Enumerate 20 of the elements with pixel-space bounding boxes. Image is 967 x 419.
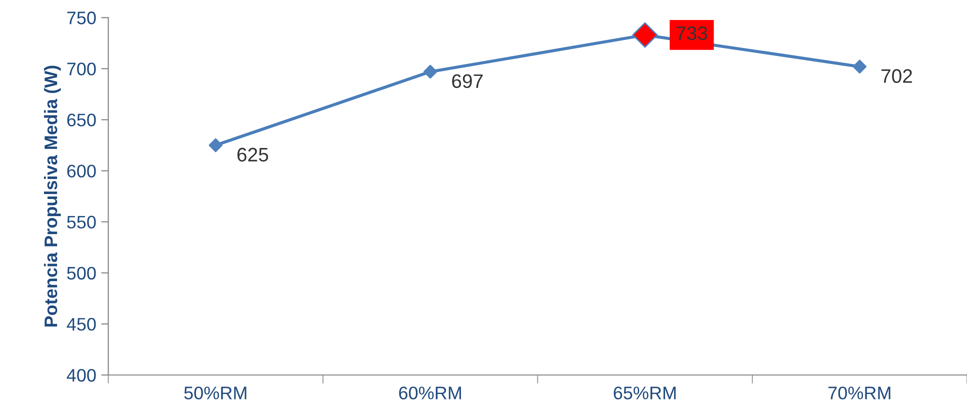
y-axis-title: Potencia Propulsiva Media (W): [44, 66, 61, 327]
data-label: 625: [237, 148, 268, 162]
y-tick-label: 750: [67, 12, 96, 24]
y-tick-label: 500: [67, 266, 96, 280]
point: [208, 138, 223, 152]
x-tick-label: 60%RM: [399, 386, 461, 400]
x-tick-label: 70%RM: [828, 386, 890, 400]
y-tick-label: 550: [67, 216, 96, 229]
y-tick-label: 600: [67, 164, 96, 178]
data-label: 733: [676, 26, 708, 40]
data-label: 702: [881, 69, 912, 83]
x-tick-label: 50%RM: [184, 386, 246, 400]
data-label: 697: [452, 74, 483, 88]
y-tick-label: 400: [66, 368, 96, 382]
y-tick-label: 650: [67, 114, 96, 126]
y-tick-label: 450: [66, 318, 96, 331]
point: [852, 60, 867, 74]
point: [423, 64, 438, 79]
x-tick-label: 65%RM: [614, 386, 676, 400]
y-tick-label: 700: [67, 62, 96, 76]
